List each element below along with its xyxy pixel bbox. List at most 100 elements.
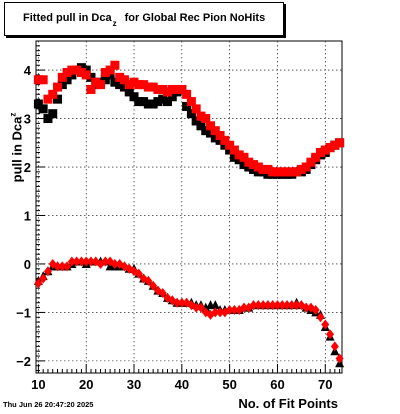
data-point-s0-11 — [86, 72, 96, 82]
data-point-s0-35 — [201, 126, 211, 136]
data-point-s1-54 — [292, 167, 302, 177]
data-point-s1-49 — [268, 167, 278, 177]
data-point-s1-51 — [277, 167, 287, 177]
data-point-s2-37 — [210, 300, 220, 310]
data-point-s0-34 — [196, 121, 206, 131]
data-point-s0-31 — [182, 101, 192, 111]
data-point-s3-45 — [249, 300, 258, 311]
data-point-s0-18 — [119, 82, 129, 92]
data-point-s1-63 — [335, 138, 345, 148]
chart-title: Fitted pull in Dcaz for Global Rec Pion N… — [23, 12, 265, 28]
data-point-s0-36 — [206, 128, 216, 138]
data-point-s3-30 — [177, 297, 186, 308]
data-point-s3-33 — [192, 302, 201, 313]
x-tick-label-70: 70 — [318, 377, 332, 392]
data-point-s1-53 — [287, 167, 297, 177]
data-point-s1-7 — [67, 65, 77, 75]
chart-title-main: Fitted pull in Dca — [23, 12, 112, 24]
data-point-s0-43 — [239, 160, 249, 170]
data-point-s0-3 — [48, 109, 58, 119]
data-point-s1-26 — [158, 84, 168, 94]
data-point-s1-5 — [57, 72, 67, 82]
data-point-s3-56 — [302, 302, 311, 313]
x-tick-label-50: 50 — [222, 377, 236, 392]
data-point-s1-28 — [167, 84, 177, 94]
data-point-s3-54 — [292, 300, 301, 311]
data-point-s1-22 — [139, 80, 149, 90]
data-point-s1-9 — [76, 68, 86, 78]
title-box: Fitted pull in Dcaz for Global Rec Pion N… — [4, 2, 284, 36]
data-point-s1-21 — [134, 80, 144, 90]
data-point-s3-53 — [287, 300, 296, 311]
data-point-s1-37 — [210, 126, 220, 136]
data-point-s3-62 — [330, 341, 339, 352]
data-point-s1-34 — [196, 111, 206, 121]
data-point-s0-25 — [153, 97, 163, 107]
data-point-s1-17 — [115, 72, 125, 82]
x-axis-label: No. of Fit Points — [238, 396, 338, 411]
data-point-s1-4 — [53, 82, 63, 92]
y-axis-label: pull in Dcaz — [8, 93, 25, 203]
data-point-s3-61 — [326, 329, 335, 340]
y-axis-label-wrap: pull in Dcaz — [4, 113, 25, 183]
x-tick-label-20: 20 — [79, 377, 93, 392]
data-point-s3-8 — [72, 256, 81, 267]
data-point-s1-3 — [48, 89, 58, 99]
data-point-s3-49 — [268, 300, 277, 311]
data-point-s3-37 — [211, 307, 220, 318]
data-point-s3-50 — [273, 300, 282, 311]
data-point-s0-2 — [43, 114, 53, 124]
data-point-s0-21 — [134, 97, 144, 107]
data-point-s1-1 — [38, 75, 48, 85]
data-point-s0-38 — [215, 135, 225, 145]
y-tick-label-4: 4 — [24, 63, 32, 78]
data-point-s0-9 — [76, 63, 86, 73]
data-point-s3-58 — [311, 304, 320, 315]
data-point-s3-16 — [110, 258, 119, 269]
data-point-s3-1 — [39, 273, 48, 284]
data-point-s3-21 — [134, 268, 143, 279]
data-point-s3-48 — [263, 300, 272, 311]
data-point-s3-46 — [254, 300, 263, 311]
y-tick-label-−1: −1 — [16, 305, 31, 320]
data-point-s3-9 — [77, 256, 86, 267]
data-point-s3-59 — [316, 312, 325, 323]
data-point-s1-12 — [91, 77, 101, 87]
data-point-s3-34 — [196, 302, 205, 313]
data-point-s0-17 — [115, 80, 125, 90]
data-point-s1-38 — [215, 131, 225, 141]
data-point-s3-5 — [58, 261, 67, 272]
data-point-s3-41 — [230, 304, 239, 315]
data-point-s3-52 — [283, 300, 292, 311]
data-point-s1-32 — [186, 97, 196, 107]
data-point-s1-20 — [129, 77, 139, 87]
data-point-s1-33 — [191, 104, 201, 114]
data-point-s0-41 — [229, 152, 239, 162]
data-point-s1-36 — [206, 121, 216, 131]
data-point-s3-0 — [34, 278, 43, 289]
data-point-s1-27 — [162, 87, 172, 97]
data-point-s1-57 — [306, 157, 316, 167]
data-point-s3-24 — [149, 280, 158, 291]
data-point-s1-40 — [225, 140, 235, 150]
data-point-s3-10 — [82, 256, 91, 267]
data-point-s1-44 — [244, 157, 254, 167]
y-tick-label-0: 0 — [24, 257, 31, 272]
data-point-s0-46 — [253, 167, 263, 177]
data-point-s1-0 — [33, 75, 43, 85]
data-point-s1-62 — [330, 140, 340, 150]
data-point-s0-45 — [249, 164, 259, 174]
data-point-s0-10 — [81, 65, 91, 75]
data-point-s3-60 — [321, 319, 330, 330]
data-point-s3-63 — [335, 353, 344, 364]
y-axis-label-main: pull in Dca — [9, 116, 25, 183]
data-point-s3-14 — [101, 256, 110, 267]
data-point-s1-42 — [234, 150, 244, 160]
data-point-s0-22 — [139, 97, 149, 107]
data-point-s0-20 — [129, 92, 139, 102]
data-point-s1-11 — [86, 84, 96, 94]
y-axis-label-subscript: z — [8, 112, 18, 117]
data-point-s1-50 — [272, 167, 282, 177]
data-point-s1-29 — [172, 84, 182, 94]
data-point-s1-43 — [239, 152, 249, 162]
